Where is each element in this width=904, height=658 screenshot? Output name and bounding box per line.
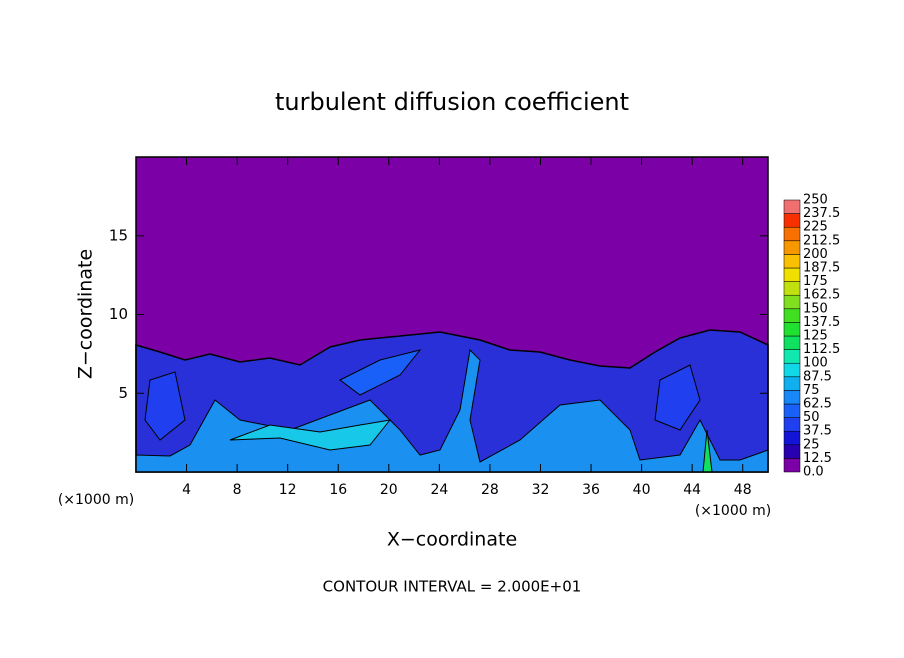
x-tick-label: 32 [532, 482, 550, 498]
colorbar-swatch [783, 458, 801, 473]
colorbar-label: 212.5 [803, 233, 840, 248]
field-region [654, 364, 701, 431]
colorbar-label: 237.5 [803, 206, 840, 221]
colorbar-label: 250 [803, 193, 828, 208]
colorbar-swatch [783, 281, 801, 296]
colorbar-swatch [783, 322, 801, 337]
field-region [229, 419, 392, 451]
x-tick-label: 24 [430, 482, 448, 498]
x-tick-label: 28 [481, 482, 499, 498]
field [135, 157, 769, 473]
y-tick-label: 15 [109, 226, 128, 244]
x-tick-label: 12 [279, 482, 297, 498]
colorbar-swatch [783, 362, 801, 378]
colorbar-swatch [783, 213, 801, 228]
x-unit-label: (×1000 m) [695, 503, 771, 519]
colorbar-label: 175 [803, 274, 828, 289]
colorbar-label: 87.5 [803, 369, 832, 384]
colorbar-label: 37.5 [803, 424, 832, 439]
x-tick-label: 36 [582, 482, 600, 498]
x-tick-label: 44 [683, 482, 701, 498]
colorbar-label: 137.5 [803, 315, 840, 330]
chart-title: turbulent diffusion coefficient [275, 88, 629, 116]
colorbar-swatch [783, 349, 801, 364]
colorbar-swatch [783, 444, 801, 459]
colorbar-label: 150 [803, 301, 828, 316]
colorbar-label: 0.0 [803, 465, 824, 480]
colorbar-swatch [783, 308, 801, 323]
x-tick-label: 40 [633, 482, 651, 498]
colorbar-swatch [783, 376, 801, 391]
x-tick-label: 20 [380, 482, 398, 498]
colorbar-label: 25 [803, 437, 820, 452]
colorbar-label: 12.5 [803, 451, 832, 466]
colorbar-swatch [783, 390, 801, 405]
y-axis-label: Z−coordinate [75, 249, 97, 379]
colorbar-swatch [783, 226, 801, 242]
colorbar-swatch [783, 199, 801, 214]
y-tick-label: 10 [109, 305, 128, 323]
colorbar-label: 62.5 [803, 397, 832, 412]
colorbar-swatch [783, 267, 801, 282]
x-tick-label: 8 [233, 482, 242, 498]
x-axis-label: X−coordinate [387, 529, 517, 551]
colorbar-swatch [783, 254, 801, 269]
x-tick-label: 16 [329, 482, 347, 498]
y-tick-label: 5 [118, 384, 128, 402]
colorbar-label: 125 [803, 329, 828, 344]
x-unit-label: (×1000 m) [58, 492, 134, 508]
colorbar-swatch [783, 240, 801, 255]
x-tick-label: 48 [734, 482, 752, 498]
colorbar-label: 187.5 [803, 261, 840, 276]
footer: CONTOUR INTERVAL = 2.000E+01 [323, 578, 582, 596]
colorbar-swatch [783, 417, 801, 432]
colorbar-label: 112.5 [803, 342, 840, 357]
colorbar-label: 50 [803, 410, 820, 425]
colorbar-label: 225 [803, 220, 828, 235]
field-region [144, 371, 186, 441]
colorbar-label: 100 [803, 356, 828, 371]
colorbar-label: 162.5 [803, 288, 840, 303]
colorbar-label: 75 [803, 383, 820, 398]
colorbar-swatch [783, 294, 801, 310]
colorbar-swatch [783, 430, 801, 446]
x-tick-label: 4 [182, 482, 191, 498]
field-region [339, 349, 422, 396]
colorbar-swatch [783, 335, 801, 350]
colorbar-swatch [783, 403, 801, 418]
colorbar-label: 200 [803, 247, 828, 262]
